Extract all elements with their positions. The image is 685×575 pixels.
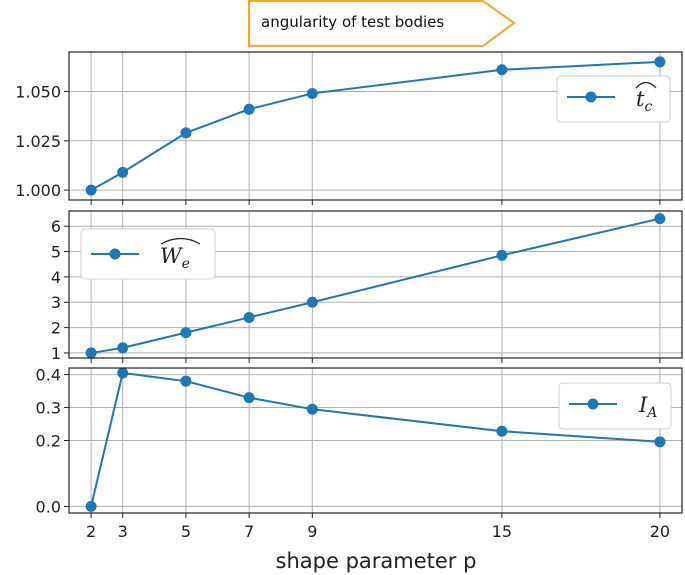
ia-ytick-label-3: 0.4 bbox=[36, 366, 61, 385]
ia-data-point bbox=[306, 403, 318, 415]
tc-data-point bbox=[496, 64, 508, 76]
panel-tc-frame bbox=[68, 51, 683, 201]
legend-tc-marker bbox=[585, 91, 597, 103]
ia-data-point bbox=[496, 425, 508, 437]
legend-ia-main: I bbox=[638, 393, 648, 417]
legend-tc-hat-icon bbox=[635, 81, 657, 89]
tc-ytick-label-0: 1.000 bbox=[15, 181, 61, 200]
we-data-point bbox=[85, 347, 97, 359]
panel-ia-yticks: 0.0 0.2 0.3 0.4 bbox=[36, 366, 661, 518]
we-ytick-label-3: 4 bbox=[51, 268, 61, 287]
legend-we-hat-icon bbox=[160, 237, 201, 245]
ia-ytick-label-2: 0.3 bbox=[36, 399, 61, 418]
legend-tc-main: t bbox=[636, 87, 645, 111]
legend-ia-box bbox=[558, 382, 672, 430]
ia-data-point bbox=[243, 392, 255, 404]
x-tick-label: 20 bbox=[650, 522, 670, 541]
panel-we-yticks: 1 2 3 4 5 6 bbox=[51, 217, 661, 363]
we-ytick-label-0: 1 bbox=[51, 344, 61, 363]
legend-we-marker bbox=[109, 248, 121, 260]
annotation-arrow-shape bbox=[248, 0, 516, 47]
x-tick-label: 9 bbox=[307, 522, 317, 541]
tc-ytick-label-2: 1.050 bbox=[15, 82, 61, 101]
legend-we-label: We bbox=[160, 244, 190, 272]
panel-we-frame bbox=[68, 210, 683, 359]
legend-we-main: W bbox=[160, 244, 184, 268]
we-ytick-label-4: 5 bbox=[51, 243, 61, 262]
ia-data-point bbox=[180, 375, 192, 387]
panel-we-series bbox=[85, 213, 666, 359]
we-ytick-label-5: 6 bbox=[51, 217, 61, 236]
x-tick-label: 3 bbox=[118, 522, 128, 541]
we-data-point bbox=[243, 311, 255, 323]
annotation-text: angularity of test bodies bbox=[261, 13, 444, 31]
legend-ia-sub: A bbox=[645, 405, 657, 421]
x-tick-label: 5 bbox=[181, 522, 191, 541]
x-tick-label: 2 bbox=[86, 522, 96, 541]
panel-tc-series bbox=[85, 56, 666, 196]
ia-ytick-label-0: 0.0 bbox=[36, 497, 61, 516]
panel-tc-grid bbox=[69, 52, 682, 200]
ia-ytick-label-1: 0.2 bbox=[36, 432, 61, 451]
tc-data-point bbox=[243, 103, 255, 115]
legend-ia-label: IA bbox=[638, 393, 657, 421]
we-ytick-label-2: 3 bbox=[51, 293, 61, 312]
legend-ia-marker bbox=[587, 398, 599, 410]
legend-we-box bbox=[80, 228, 216, 280]
tc-ytick-label-1: 1.025 bbox=[15, 132, 61, 151]
panel-we: 1 2 3 4 5 6 We bbox=[51, 210, 683, 363]
legend-tc-box bbox=[556, 75, 671, 123]
we-data-point bbox=[654, 213, 666, 225]
we-data-point bbox=[306, 296, 318, 308]
panel-ia: 0.0 0.2 0.3 0.4 IA bbox=[36, 366, 683, 518]
legend-we-sub: e bbox=[182, 256, 190, 272]
panel-tc-yticks: 1.000 1.025 1.050 bbox=[15, 82, 661, 205]
legend-ia: IA bbox=[558, 382, 672, 430]
panel-ia-frame bbox=[68, 367, 683, 514]
x-tick-label: 7 bbox=[244, 522, 254, 541]
ia-data-point bbox=[654, 436, 666, 448]
legend-tc-label: tc bbox=[636, 87, 652, 115]
we-data-point bbox=[496, 249, 508, 261]
x-tick-label: 15 bbox=[492, 522, 512, 541]
annotation-arrow: angularity of test bodies bbox=[248, 0, 516, 47]
we-data-point bbox=[180, 327, 192, 339]
ia-data-point bbox=[85, 500, 97, 512]
x-tick-labels: 2 3 5 7 9 15 20 bbox=[86, 522, 670, 541]
x-axis-label: shape parameter p bbox=[276, 549, 477, 573]
tc-data-point bbox=[180, 127, 192, 139]
legend-we: We bbox=[80, 228, 216, 280]
we-ytick-label-1: 2 bbox=[51, 319, 61, 338]
legend-tc-sub: c bbox=[644, 99, 652, 115]
ia-data-point bbox=[117, 367, 129, 379]
tc-data-point bbox=[306, 87, 318, 99]
panel-ia-series bbox=[85, 367, 666, 512]
panel-tc: 1.000 1.025 1.050 tc bbox=[15, 51, 683, 205]
legend-tc: tc bbox=[556, 75, 671, 123]
tc-data-point bbox=[654, 56, 666, 68]
tc-data-point bbox=[117, 166, 129, 178]
we-data-point bbox=[117, 342, 129, 354]
tc-data-point bbox=[85, 184, 97, 196]
